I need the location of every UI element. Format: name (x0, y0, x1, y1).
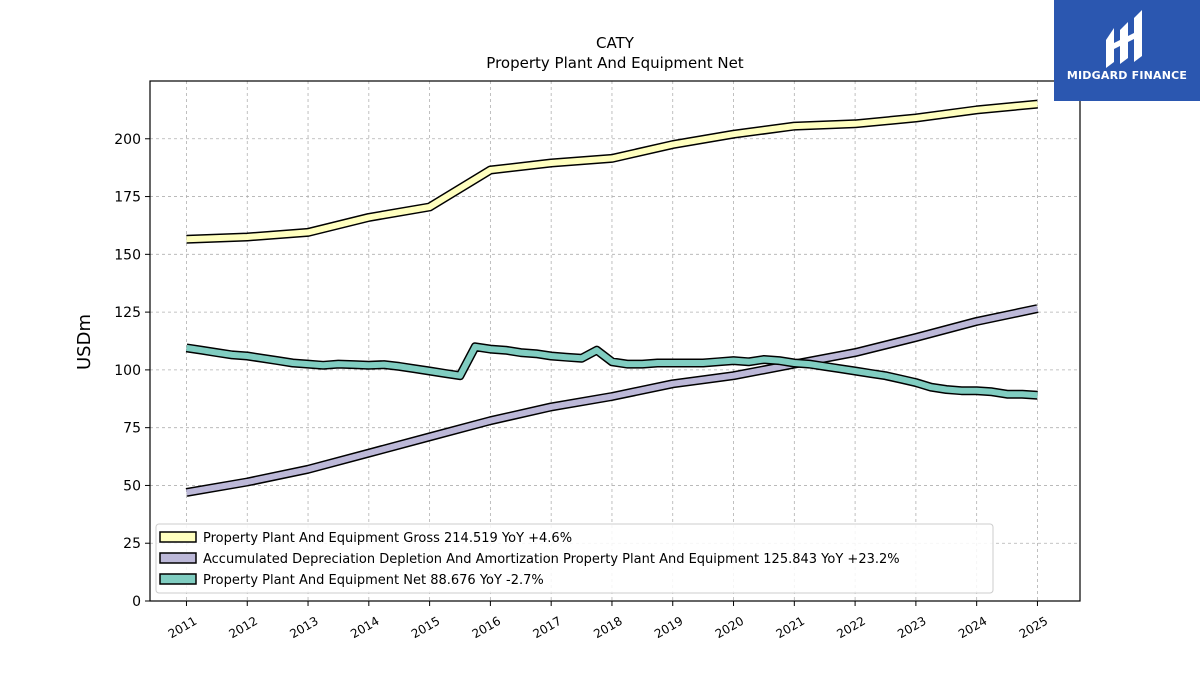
y-tick-label: 75 (123, 421, 141, 437)
x-axis-ticks: 2011 2012 2013 2014 2015 2016 2017 2018 2019 2020… (166, 601, 1050, 641)
x-tick-label: 2025 (1017, 614, 1050, 641)
legend-label: Accumulated Depreciation Depletion And A… (203, 552, 900, 567)
x-tick-label: 2011 (166, 614, 199, 641)
legend-label: Property Plant And Equipment Gross 214.5… (203, 531, 572, 546)
series-line (186, 101, 1038, 243)
x-tick-label: 2024 (956, 614, 989, 641)
x-tick-label: 2023 (895, 614, 928, 641)
plot-frame (149, 80, 1081, 602)
x-tick-label: 2015 (409, 614, 442, 641)
legend-box (155, 523, 994, 594)
legend-swatch (159, 573, 197, 585)
chart-subtitle: Property Plant And Equipment Net (486, 54, 743, 72)
series-3 (185, 342, 1038, 400)
x-tick-label: 2014 (348, 614, 381, 641)
logo-text: MIDGARD FINANCE (1066, 69, 1188, 82)
x-tick-label: 2016 (470, 614, 503, 641)
brand-logo: MIDGARD FINANCE (1054, 0, 1200, 101)
x-tick-label: 2019 (652, 614, 685, 641)
y-tick-label: 0 (132, 594, 141, 610)
legend-swatch (159, 552, 197, 564)
y-axis-label: USDm (74, 314, 95, 370)
y-tick-label: 200 (114, 132, 141, 148)
logo-mark-icon (1106, 10, 1142, 68)
x-tick-label: 2022 (834, 614, 867, 641)
series-1 (186, 99, 1038, 244)
series-2 (185, 304, 1039, 497)
x-tick-label: 2021 (774, 614, 807, 641)
x-tick-label: 2020 (713, 614, 746, 641)
chart-title: CATY (596, 34, 635, 52)
y-axis-ticks: 0 25 50 75 100 125 150 175 200 (114, 132, 150, 610)
series-layer (185, 99, 1039, 497)
y-tick-label: 150 (114, 247, 141, 263)
legend-swatch (159, 531, 197, 543)
legend: Property Plant And Equipment Gross 214.5… (155, 523, 994, 594)
x-tick-label: 2012 (227, 614, 260, 641)
y-tick-label: 125 (114, 305, 141, 321)
series-line (185, 305, 1039, 496)
x-tick-label: 2013 (287, 614, 320, 641)
y-tick-label: 100 (114, 363, 141, 379)
x-tick-label: 2017 (530, 614, 563, 641)
y-tick-label: 25 (123, 536, 141, 552)
y-tick-label: 50 (123, 478, 141, 494)
legend-label: Property Plant And Equipment Net 88.676 … (203, 573, 544, 588)
y-tick-label: 175 (114, 190, 141, 206)
series-line (186, 343, 1038, 399)
x-tick-label: 2018 (591, 614, 624, 641)
